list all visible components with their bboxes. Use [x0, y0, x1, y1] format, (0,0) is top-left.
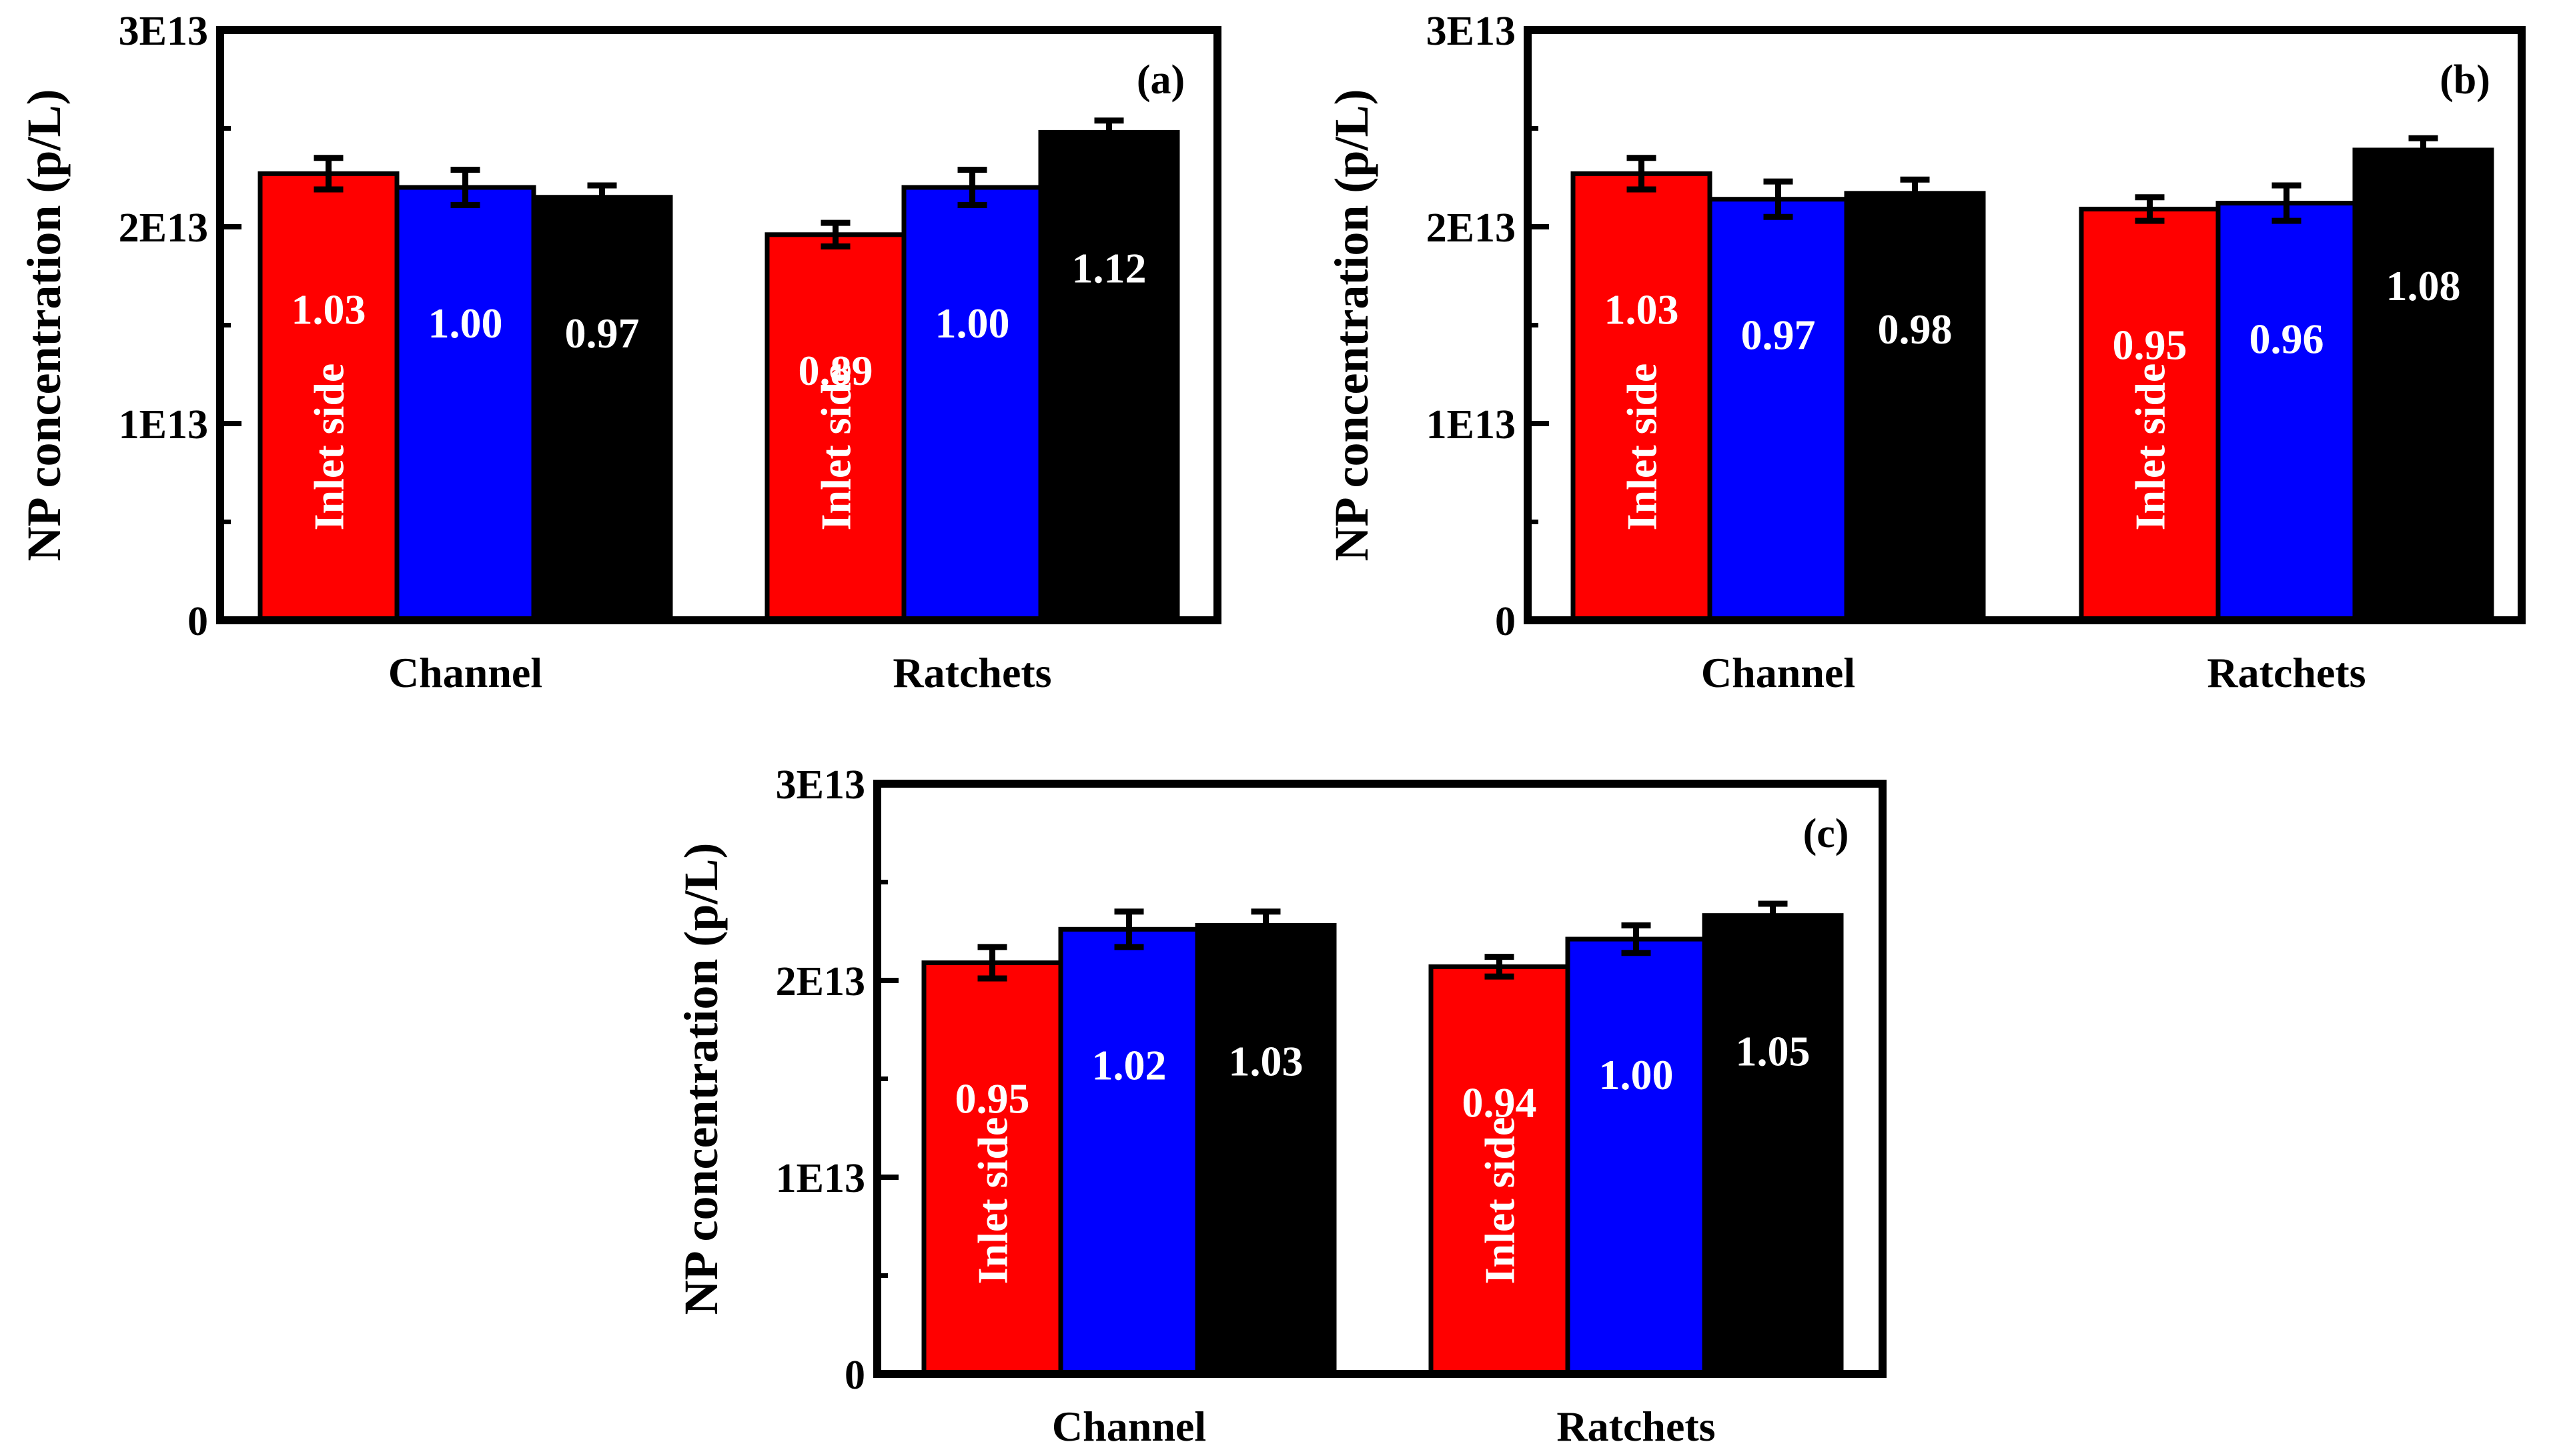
panel-label: (a) — [1137, 57, 1185, 103]
bar — [2215, 201, 2358, 623]
ratio-label: 1.00 — [428, 299, 503, 347]
bar — [1844, 191, 1986, 623]
y-tick-label: 3E13 — [776, 762, 865, 808]
ratio-label: 0.97 — [565, 309, 640, 357]
y-tick-label: 2E13 — [1426, 205, 1516, 251]
y-tick-label: 2E13 — [119, 205, 208, 251]
bar — [1038, 129, 1180, 623]
ratio-label: 0.95 — [2113, 321, 2187, 368]
ratio-label: 0.96 — [2249, 315, 2324, 363]
bar — [394, 185, 536, 623]
y-tick-label: 0 — [187, 599, 208, 644]
y-axis-label: NP concentration (p/L) — [1325, 89, 1378, 562]
y-tick-label: 0 — [1495, 599, 1516, 644]
y-axis-label: NP concentration (p/L) — [17, 89, 71, 562]
bar — [2352, 147, 2494, 623]
y-tick-label: 2E13 — [776, 959, 865, 1004]
ratio-label: 0.95 — [955, 1074, 1030, 1122]
y-axis-label: NP concentration (p/L) — [674, 843, 728, 1315]
ratio-label: 1.00 — [935, 299, 1010, 347]
ratio-label: 1.03 — [1229, 1037, 1304, 1084]
inlet-side-label: Inlet side — [2127, 363, 2174, 531]
y-tick-label: 1E13 — [119, 402, 208, 448]
bar — [1565, 936, 1707, 1377]
bar — [1702, 913, 1844, 1377]
inlet-side-label: Inlet side — [306, 363, 353, 531]
ratio-label: 1.12 — [1072, 244, 1147, 291]
bar — [1195, 922, 1337, 1377]
x-tick-label: Ratchets — [1556, 1403, 1715, 1450]
x-tick-label: Channel — [1701, 649, 1855, 696]
bar — [1570, 171, 1712, 623]
bar — [1058, 926, 1200, 1377]
ratio-label: 0.94 — [1462, 1078, 1537, 1126]
ratio-label: 1.02 — [1092, 1041, 1167, 1088]
y-tick-label: 1E13 — [1426, 402, 1516, 448]
panel-label: (b) — [2440, 57, 2490, 103]
ratio-label: 1.08 — [2386, 262, 2461, 309]
ratio-label: 1.03 — [1604, 285, 1679, 333]
ratio-label: 0.97 — [1741, 311, 1816, 359]
panel-label: (c) — [1803, 811, 1849, 856]
y-tick-label: 0 — [845, 1353, 865, 1398]
inlet-side-label: Inlet side — [1476, 1117, 1524, 1285]
bar — [258, 171, 400, 623]
y-tick-label: 3E13 — [119, 9, 208, 54]
ratio-label: 1.03 — [292, 285, 366, 333]
inlet-side-label: Inlet side — [1618, 363, 1666, 531]
ratio-label: 0.89 — [799, 347, 873, 394]
y-tick-label: 3E13 — [1426, 9, 1516, 54]
bar — [531, 195, 673, 623]
inlet-side-label: Inlet side — [969, 1117, 1017, 1285]
x-tick-label: Channel — [388, 649, 542, 696]
bar — [901, 185, 1043, 623]
ratio-label: 0.98 — [1878, 305, 1953, 353]
y-tick-label: 1E13 — [776, 1156, 865, 1201]
inlet-side-label: Inlet side — [813, 363, 860, 531]
ratio-label: 1.00 — [1599, 1051, 1674, 1099]
ratio-label: 1.05 — [1736, 1028, 1811, 1075]
x-tick-label: Channel — [1052, 1403, 1206, 1450]
bar — [1707, 197, 1849, 623]
x-tick-label: Ratchets — [893, 649, 1051, 696]
bar — [2079, 206, 2221, 623]
x-tick-label: Ratchets — [2207, 649, 2366, 696]
